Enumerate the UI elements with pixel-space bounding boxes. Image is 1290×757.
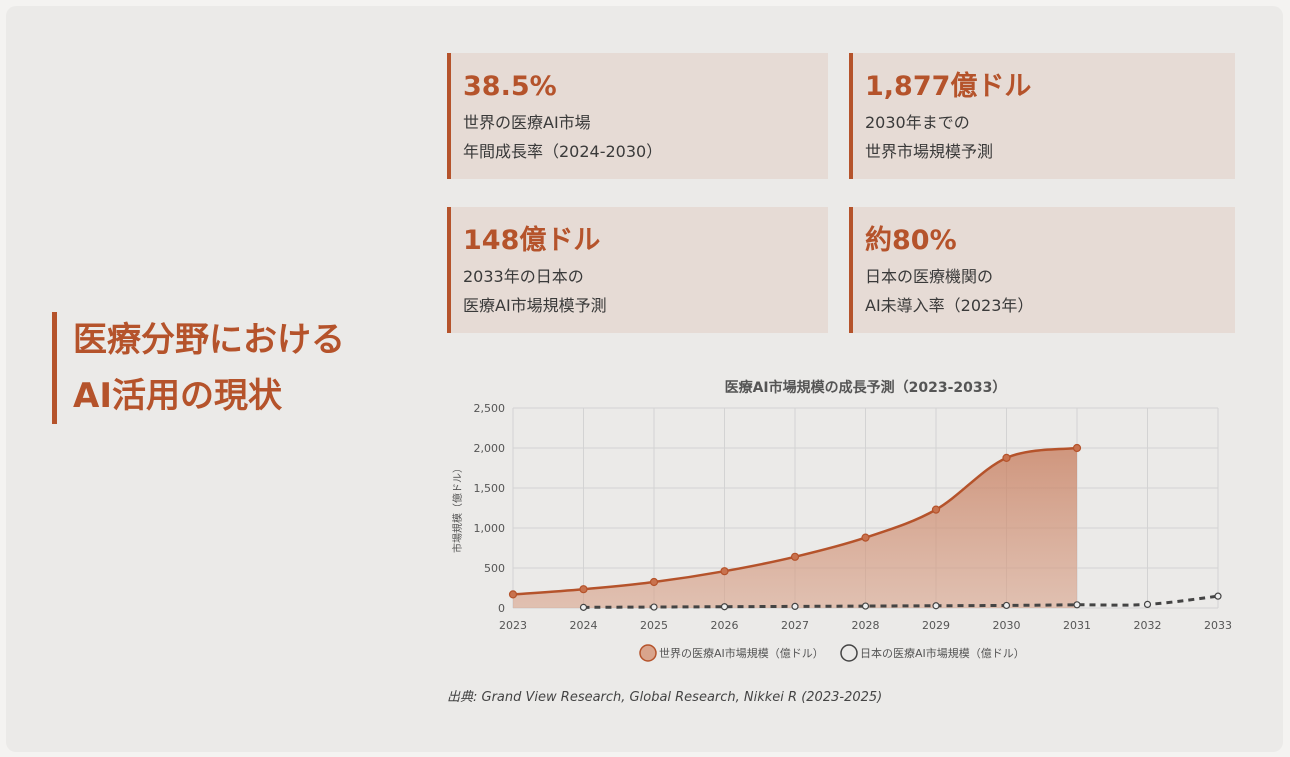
y-tick-label: 1,000 xyxy=(474,522,506,535)
legend-swatch-japan xyxy=(840,644,858,662)
data-point-japan xyxy=(720,603,729,611)
stat-desc-line1: 2030年までの xyxy=(865,113,970,132)
y-tick-label: 0 xyxy=(498,602,505,615)
x-tick-label: 2025 xyxy=(640,619,668,632)
series-area-global xyxy=(513,448,1077,608)
data-point-global xyxy=(579,585,588,594)
x-tick-label: 2027 xyxy=(781,619,809,632)
data-point-japan xyxy=(932,602,940,610)
data-point-japan xyxy=(791,602,799,610)
y-tick-label: 2,500 xyxy=(474,402,506,415)
data-point-global xyxy=(861,533,870,542)
legend-label-japan: 日本の医療AI市場規模（億ドル） xyxy=(860,646,1025,660)
stat-value: 1,877億ドル xyxy=(865,71,1032,102)
page-title: 医療分野における AI活用の現状 xyxy=(52,312,345,424)
stat-desc-line1: 世界の医療AI市場 xyxy=(463,113,591,132)
data-point-japan xyxy=(1214,592,1222,600)
x-tick-label: 2023 xyxy=(499,619,527,632)
stat-desc-line2: 世界市場規模予測 xyxy=(865,142,994,161)
x-tick-label: 2033 xyxy=(1204,619,1232,632)
series-line-japan xyxy=(583,594,1219,609)
legend-label-global: 世界の医療AI市場規模（億ドル） xyxy=(659,646,824,660)
stat-card-global-market: 1,877億ドル 2030年までの 世界市場規模予測 xyxy=(849,53,1235,179)
x-tick-label: 2029 xyxy=(922,619,950,632)
x-tick-label: 2031 xyxy=(1063,619,1091,632)
x-tick-label: 2030 xyxy=(993,619,1021,632)
y-tick-label: 500 xyxy=(484,562,505,575)
x-tick-label: 2024 xyxy=(570,619,598,632)
data-point-japan xyxy=(650,603,658,611)
stat-desc-line2: AI未導入率（2023年） xyxy=(865,296,1034,315)
data-point-global xyxy=(790,552,800,561)
y-tick-label: 1,500 xyxy=(474,482,506,495)
stat-card-japan-market: 148億ドル 2033年の日本の 医療AI市場規模予測 xyxy=(447,207,828,333)
stat-desc-line1: 日本の医療機関の xyxy=(865,267,994,286)
x-tick-label: 2028 xyxy=(852,619,880,632)
legend-swatch-global xyxy=(639,644,657,662)
stat-value: 約80% xyxy=(865,225,957,256)
stat-value: 38.5% xyxy=(463,71,557,102)
market-growth-chart: 医療AI市場規模の成長予測（2023-2033） 0 500 1,000 1,500 2,… xyxy=(451,379,1232,662)
data-point-global xyxy=(649,577,659,587)
data-point-global xyxy=(508,590,518,599)
data-point-global xyxy=(720,567,729,576)
data-point-japan xyxy=(579,603,588,611)
data-point-global xyxy=(931,505,941,514)
data-point-global xyxy=(1002,453,1011,462)
data-point-japan xyxy=(1002,601,1011,610)
data-point-japan xyxy=(861,602,870,610)
title-line-2: AI活用の現状 xyxy=(73,376,282,416)
y-tick-label: 2,000 xyxy=(474,442,506,455)
x-tick-label: 2026 xyxy=(711,619,739,632)
x-tick-label: 2032 xyxy=(1134,619,1162,632)
y-axis-label: 市場規模（億ドル） xyxy=(451,463,464,553)
source-note: 出典: Grand View Research, Global Research… xyxy=(447,690,883,705)
stat-desc-line1: 2033年の日本の xyxy=(463,267,584,286)
stat-card-non-adoption: 約80% 日本の医療機関の AI未導入率（2023年） xyxy=(849,207,1235,333)
title-line-1: 医療分野における xyxy=(73,320,345,360)
stat-desc-line2: 医療AI市場規模予測 xyxy=(463,296,607,315)
data-point-japan xyxy=(1143,600,1152,608)
stat-value: 148億ドル xyxy=(463,225,601,256)
data-point-japan xyxy=(1073,601,1081,609)
data-point-global xyxy=(1072,443,1082,453)
chart-title: 医療AI市場規模の成長予測（2023-2033） xyxy=(725,379,1007,396)
stat-card-growth-rate: 38.5% 世界の医療AI市場 年間成長率（2024-2030） xyxy=(447,53,828,179)
stat-desc-line2: 年間成長率（2024-2030） xyxy=(463,142,663,161)
